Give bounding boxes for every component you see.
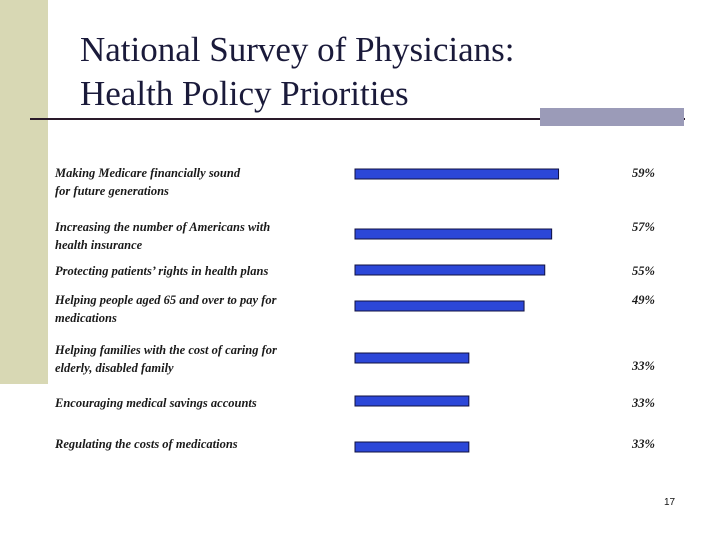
title-accent-block <box>540 108 684 126</box>
value-label: 33% <box>631 437 655 451</box>
page-number: 17 <box>664 497 676 508</box>
bar <box>354 300 525 312</box>
bar <box>354 352 470 364</box>
value-label: 55% <box>632 264 655 278</box>
category-label: Helping families with the cost of caring… <box>54 343 277 375</box>
bar-row: Increasing the number of Americans with h… <box>54 220 655 252</box>
category-label: Helping people aged 65 and over to pay f… <box>54 293 277 325</box>
value-label: 33% <box>631 359 655 373</box>
category-label: Encouraging medical savings accounts <box>54 396 257 410</box>
bar <box>354 228 553 240</box>
category-label: Protecting patients’ rights in health pl… <box>55 264 268 278</box>
value-label: 59% <box>632 166 655 180</box>
bar-row: Making Medicare financially sound for fut… <box>54 166 655 198</box>
value-label: 33% <box>631 396 655 410</box>
bar-row: Helping families with the cost of caring… <box>54 343 655 375</box>
bar <box>354 168 560 180</box>
bar <box>354 441 470 453</box>
bar-row: Helping people aged 65 and over to pay f… <box>54 293 655 325</box>
bar-row: Regulating the costs of medications 33% <box>54 437 655 453</box>
category-label: Increasing the number of Americans with h… <box>54 220 270 252</box>
slide-title: National Survey of Physicians: Health Po… <box>80 28 515 116</box>
title-divider-line <box>30 118 685 120</box>
bar-row: Encouraging medical savings accounts 33% <box>54 395 655 410</box>
bar-row: Protecting patients’ rights in health pl… <box>55 264 655 278</box>
category-label: Regulating the costs of medications <box>54 437 238 451</box>
slide-title-line-2: Health Policy Priorities <box>80 74 409 113</box>
category-label: Making Medicare financially sound for fut… <box>54 166 241 198</box>
bar <box>354 395 470 407</box>
value-label: 57% <box>632 220 655 234</box>
value-label: 49% <box>631 293 655 307</box>
bar <box>354 264 546 276</box>
slide-title-line-1: National Survey of Physicians: <box>80 30 515 69</box>
left-decorative-band <box>0 0 48 384</box>
